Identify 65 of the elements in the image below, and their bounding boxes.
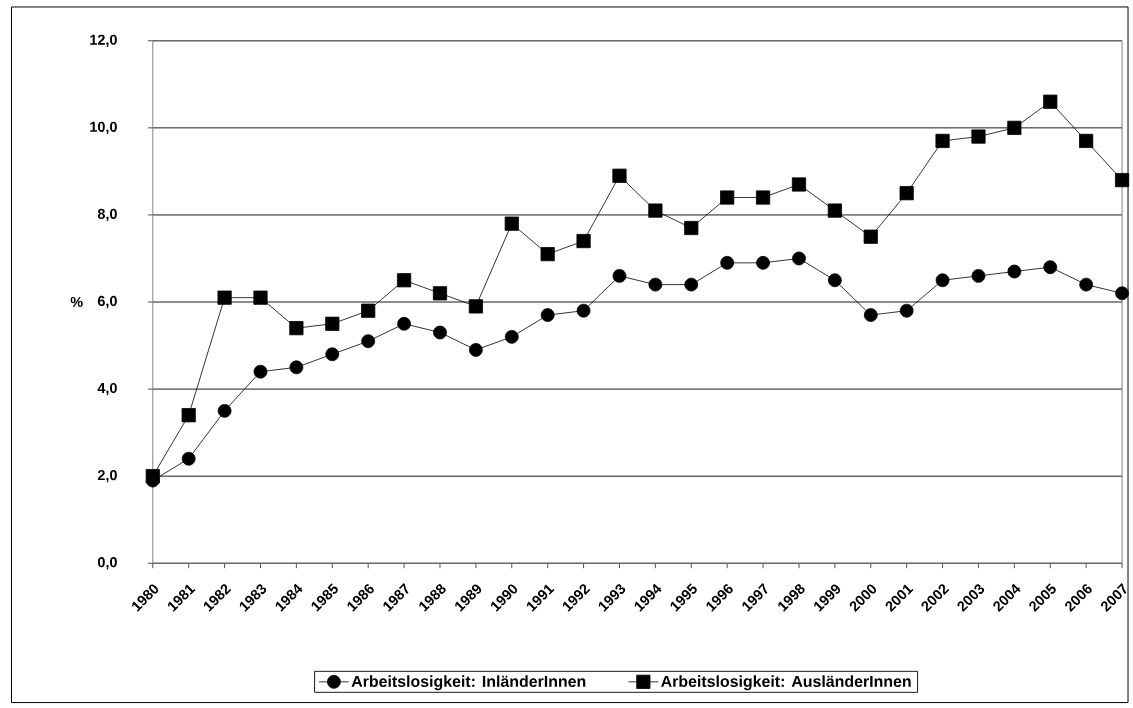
point bbox=[828, 273, 842, 288]
y-tick-label: 10,0 bbox=[90, 121, 117, 135]
point bbox=[181, 408, 196, 423]
point bbox=[971, 129, 986, 144]
point bbox=[791, 177, 807, 192]
point bbox=[935, 134, 950, 149]
point bbox=[289, 360, 304, 375]
point bbox=[504, 216, 519, 231]
point bbox=[1043, 94, 1058, 110]
point bbox=[181, 452, 196, 466]
legend-label: Arbeitslosigkeit: AusländerInnen bbox=[661, 675, 911, 691]
point bbox=[1115, 286, 1129, 301]
y-tick-label: 6,0 bbox=[97, 296, 117, 309]
point bbox=[397, 273, 412, 288]
point bbox=[684, 221, 699, 236]
point bbox=[899, 304, 914, 318]
point bbox=[433, 325, 447, 340]
point bbox=[756, 256, 770, 270]
point bbox=[899, 186, 914, 201]
point bbox=[720, 190, 735, 205]
point bbox=[145, 469, 160, 484]
point bbox=[468, 299, 483, 314]
point bbox=[1043, 260, 1058, 275]
point bbox=[1007, 264, 1022, 279]
point bbox=[935, 273, 950, 288]
point bbox=[325, 316, 340, 332]
point bbox=[612, 168, 627, 184]
y-tick-label: 8,0 bbox=[97, 209, 117, 222]
point bbox=[863, 308, 878, 323]
y-tick-label: 4,0 bbox=[97, 383, 117, 396]
point bbox=[325, 347, 340, 362]
point bbox=[1114, 173, 1130, 188]
point bbox=[540, 247, 555, 262]
point bbox=[648, 203, 663, 218]
point bbox=[612, 269, 627, 283]
point bbox=[648, 277, 663, 292]
y-tick-label: 0,0 bbox=[97, 557, 117, 570]
point bbox=[720, 256, 735, 270]
point bbox=[1079, 134, 1094, 149]
point bbox=[827, 203, 842, 218]
y-axis-title: % bbox=[70, 297, 83, 308]
point bbox=[253, 365, 268, 379]
point bbox=[432, 286, 448, 301]
point bbox=[756, 190, 771, 205]
legend-label: Arbeitslosigkeit: InländerInnen bbox=[351, 675, 586, 691]
point bbox=[361, 334, 376, 349]
y-tick-label: 2,0 bbox=[97, 470, 117, 483]
point bbox=[289, 321, 304, 336]
y-tick-label: 12,0 bbox=[90, 34, 117, 48]
point bbox=[684, 277, 699, 292]
point bbox=[971, 269, 986, 283]
point bbox=[361, 303, 376, 319]
point bbox=[540, 308, 555, 323]
point bbox=[792, 251, 806, 266]
point bbox=[217, 404, 232, 418]
point bbox=[576, 304, 591, 318]
point bbox=[576, 234, 591, 249]
point bbox=[469, 343, 483, 358]
point bbox=[1079, 277, 1094, 292]
point bbox=[1007, 121, 1022, 136]
point bbox=[217, 290, 232, 305]
point bbox=[863, 229, 878, 245]
point bbox=[397, 317, 411, 331]
point bbox=[504, 330, 519, 344]
point bbox=[253, 290, 268, 305]
